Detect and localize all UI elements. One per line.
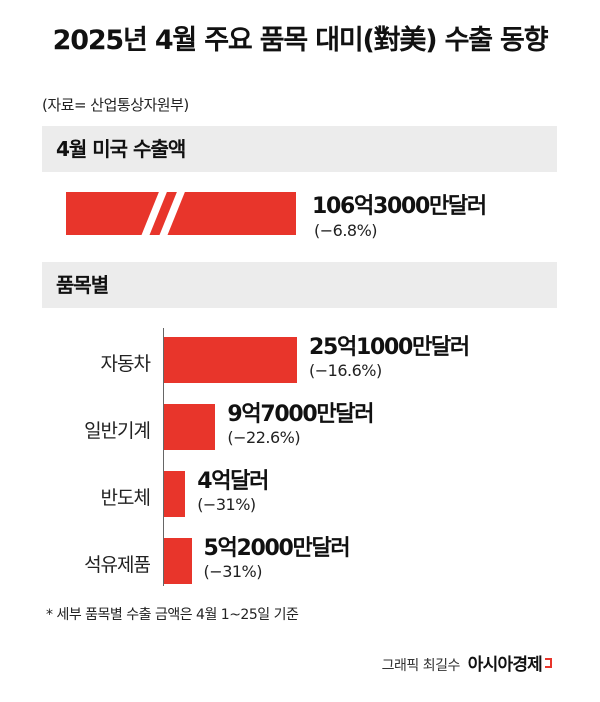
credit-text: 그래픽 최길수	[381, 658, 461, 674]
section-header-total: 4월 미국 수출액	[42, 126, 557, 172]
total-export-bar	[66, 188, 296, 240]
value-label: 9억7000만달러	[227, 402, 374, 427]
item-bar	[164, 538, 192, 584]
source-note: (자료= 산업통상자원부)	[42, 96, 189, 114]
chart-title: 2025년 4월 주요 품목 대미(對美) 수출 동향	[52, 25, 549, 56]
total-change-label: (−6.8%)	[314, 221, 378, 240]
category-label: 자동차	[100, 353, 151, 375]
category-label: 일반기계	[84, 420, 151, 442]
change-label: (−22.6%)	[227, 428, 301, 447]
publisher-logo: 아시아경제	[467, 655, 543, 675]
value-label: 5억2000만달러	[203, 536, 351, 561]
change-label: (−16.6%)	[309, 361, 382, 380]
item-bar	[164, 337, 297, 383]
section-header-items: 품목별	[42, 262, 557, 308]
value-label: 4억달러	[197, 469, 269, 494]
value-label: 25억1000만달러	[309, 335, 470, 360]
credit: 그래픽 최길수 아시아경제	[382, 650, 552, 675]
item-bar	[164, 404, 216, 450]
category-axis	[163, 328, 164, 586]
logo-mark-icon	[545, 658, 552, 668]
category-label: 반도체	[100, 487, 151, 509]
change-label: (−31%)	[197, 495, 256, 514]
change-label: (−31%)	[203, 562, 263, 581]
category-label: 석유제품	[84, 554, 151, 576]
footnote: * 세부 품목별 수출 금액은 4월 1~25일 기준	[46, 607, 299, 623]
item-bar	[164, 471, 186, 517]
total-value-label: 106억3000만달러	[312, 194, 487, 219]
